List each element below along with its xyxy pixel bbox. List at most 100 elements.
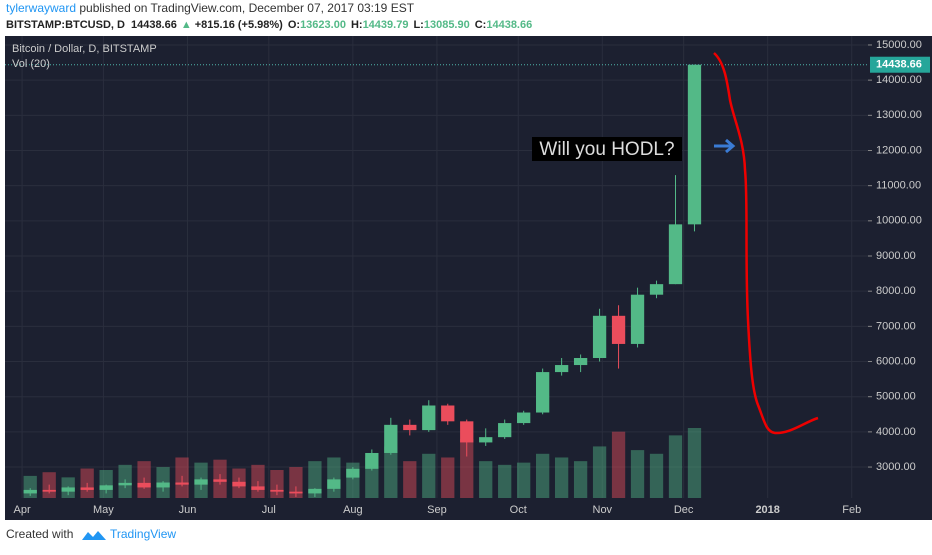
y-tick-label: 7000.00	[876, 320, 916, 332]
candle-body	[213, 479, 227, 482]
chart-title: Bitcoin / Dollar, D, BITSTAMP	[12, 43, 157, 55]
candle-body	[175, 482, 189, 485]
change: +815.16 (+5.98%)	[195, 19, 283, 31]
volume-bar	[630, 450, 645, 498]
x-tick-label: Feb	[842, 504, 861, 516]
y-tick-label: 12000.00	[876, 144, 922, 156]
y-tick-label: 9000.00	[876, 250, 916, 262]
volume-bar	[573, 461, 588, 498]
y-tick-label: 3000.00	[876, 461, 916, 473]
y-tick-label: 11000.00	[876, 180, 921, 192]
x-tick-label: May	[93, 504, 114, 516]
candle-body	[99, 485, 113, 490]
ohlc-value: 14439.79	[363, 19, 409, 31]
plot	[5, 36, 868, 498]
drawing	[713, 52, 819, 435]
volume-bar	[384, 446, 398, 498]
symbol-line: BITSTAMP:BTCUSD, D 14438.66 ▲ +815.16 (+5.9…	[6, 19, 532, 31]
x-tick-label: Sep	[427, 504, 447, 516]
volume-bar	[422, 453, 436, 498]
published: published on TradingView.com, December 0…	[79, 1, 414, 15]
candle-body	[498, 423, 512, 438]
candle-body	[232, 481, 246, 487]
volume-bar	[554, 457, 569, 498]
candle-body	[479, 437, 493, 443]
ohlc-value: 14438.66	[486, 19, 532, 31]
logo	[82, 531, 106, 540]
candle-body	[592, 315, 607, 359]
volume-bar	[592, 446, 607, 498]
candle-body	[80, 487, 94, 490]
volume-bar	[99, 470, 113, 498]
last: 14438.66	[131, 19, 177, 31]
ohlc-label: O:	[288, 19, 300, 31]
candle-body	[649, 284, 664, 295]
candle-body	[384, 424, 398, 453]
ohlc-label: C:	[475, 19, 487, 31]
candle-body	[422, 405, 436, 431]
annotation: Will you HODL?	[539, 139, 674, 160]
volume-bar	[649, 453, 664, 498]
header-line: tylerwayward published on TradingView.co…	[6, 1, 415, 15]
candle-body	[23, 489, 37, 494]
candle-body	[137, 482, 151, 488]
y-tick-label: 8000.00	[876, 285, 916, 297]
last-price-box	[870, 56, 930, 73]
volume-bar	[289, 467, 303, 498]
ohlc-value: 13623.00	[300, 19, 346, 31]
y-tick-label: 15000.00	[876, 39, 922, 51]
last-price-label: 14438.66	[876, 59, 922, 71]
candle-body	[289, 491, 303, 494]
axes: 3000.00 4000.00 5000.00 6000.00 7000.00 8000.…	[14, 39, 930, 516]
arrow	[714, 138, 736, 154]
x-tick-label: Jul	[262, 504, 276, 516]
symbol: BITSTAMP:BTCUSD, D	[6, 19, 125, 31]
volume-bar	[536, 453, 550, 498]
x-tick-label: Oct	[510, 504, 527, 516]
candle-body	[403, 424, 417, 431]
volume-bar	[441, 457, 455, 498]
x-tick-label: 2018	[755, 504, 779, 516]
volume-bar	[460, 439, 474, 498]
candle-body	[118, 482, 132, 486]
ohlc-label: L:	[413, 19, 423, 31]
candle-body	[554, 365, 569, 373]
volume-bar	[611, 431, 626, 498]
candle-body	[194, 479, 208, 485]
candle-body	[687, 64, 702, 225]
candle-body	[441, 405, 455, 422]
candle-body	[668, 224, 683, 285]
volume-bar	[498, 464, 512, 498]
up-sign: ▲	[181, 19, 192, 31]
x-tick-label: Jun	[179, 504, 197, 516]
candle-body	[460, 421, 474, 443]
brand: TradingView	[110, 527, 176, 541]
volume-bar	[308, 461, 322, 498]
y-tick-label: 13000.00	[876, 109, 922, 121]
candle-body	[346, 468, 360, 478]
candle-body	[365, 452, 379, 469]
volume-label: Vol (20)	[12, 58, 50, 70]
price-axis	[868, 36, 932, 498]
x-tick-label: Dec	[674, 504, 694, 516]
volume-bar	[403, 461, 417, 498]
candle-body	[536, 372, 550, 413]
volume-bar	[479, 461, 493, 498]
y-tick-label: 14000.00	[876, 74, 922, 86]
candle-body	[517, 412, 531, 424]
x-tick-label: Apr	[14, 504, 31, 516]
time-axis	[5, 498, 932, 520]
candle-body	[327, 479, 341, 489]
x-tick-label: Aug	[343, 504, 363, 516]
candle-body	[573, 358, 588, 366]
candle-body	[611, 315, 626, 344]
candle-body	[251, 486, 265, 490]
created-with: Created with	[6, 527, 73, 541]
volume-bar	[687, 428, 702, 498]
candle-body	[42, 489, 56, 492]
candle-body	[308, 488, 322, 494]
candle-body	[61, 487, 75, 492]
annotation-box	[532, 137, 682, 161]
y-tick-label: 10000.00	[876, 215, 922, 227]
